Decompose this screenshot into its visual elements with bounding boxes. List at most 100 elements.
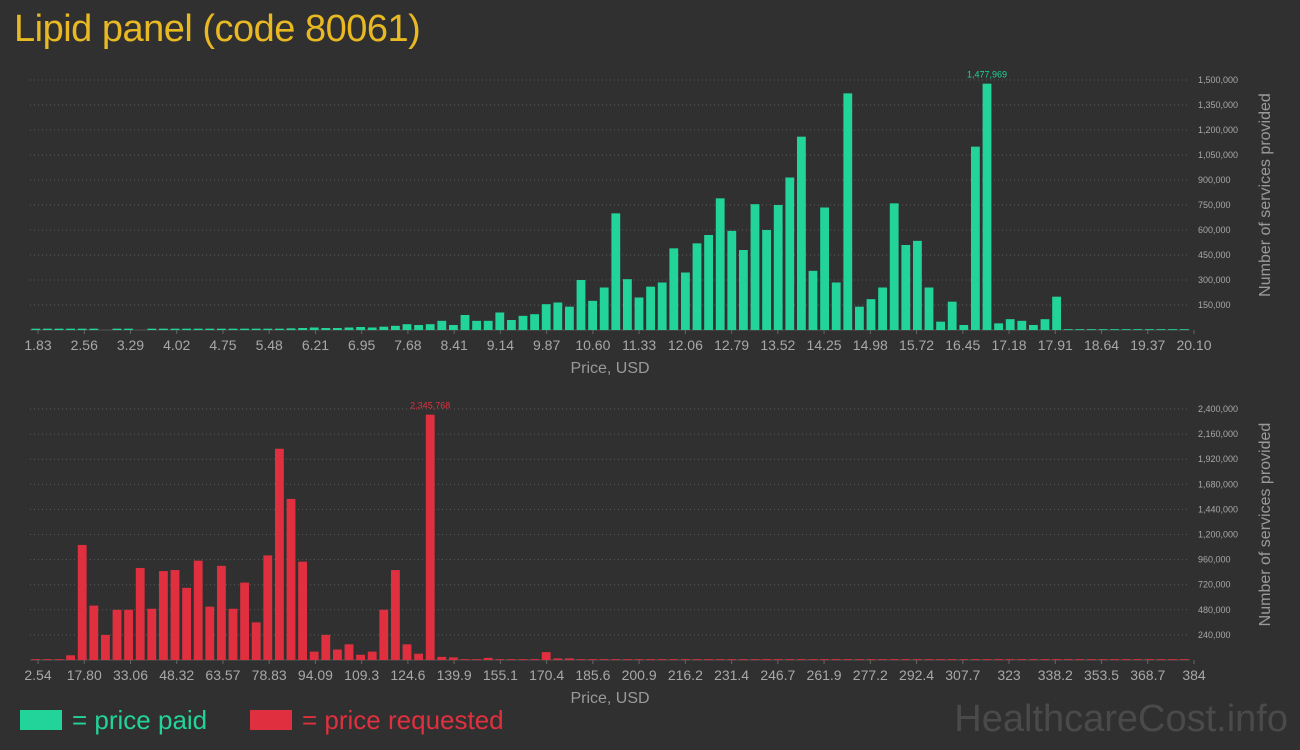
bar — [390, 325, 400, 330]
bar — [611, 659, 621, 660]
bar — [112, 328, 122, 330]
bar — [216, 328, 226, 330]
bar — [796, 659, 806, 660]
bar — [448, 325, 458, 330]
bar — [42, 659, 52, 660]
x-tick-label: 17.91 — [1038, 337, 1073, 353]
bar — [31, 328, 41, 330]
x-tick-label: 7.68 — [394, 337, 421, 353]
legend-label-price-requested: = price requested — [302, 704, 504, 735]
bar — [738, 250, 748, 330]
bar — [286, 328, 296, 330]
y-tick-label: 1,350,000 — [1198, 100, 1238, 110]
bar — [1110, 329, 1120, 330]
x-tick-label: 13.52 — [760, 337, 795, 353]
bar — [495, 659, 505, 660]
bar — [553, 302, 563, 330]
y-tick-label: 1,680,000 — [1198, 479, 1238, 489]
x-tick-label: 155.1 — [483, 667, 518, 683]
bar — [251, 622, 261, 660]
bar — [100, 634, 110, 660]
bar — [959, 325, 969, 330]
bar — [680, 272, 690, 330]
y-tick-label: 900,000 — [1198, 175, 1231, 185]
bar — [1144, 659, 1154, 660]
x-tick-label: 4.02 — [163, 337, 190, 353]
bar — [530, 659, 540, 660]
bar — [762, 659, 772, 660]
bar — [1052, 296, 1062, 330]
bar — [924, 659, 934, 660]
bar — [878, 287, 888, 330]
bar — [611, 213, 621, 330]
bar — [263, 555, 273, 660]
bar — [947, 301, 957, 330]
bar — [1179, 329, 1189, 330]
bar — [901, 245, 911, 330]
x-tick-label: 216.2 — [668, 667, 703, 683]
bar — [506, 659, 516, 660]
bar — [762, 230, 772, 330]
legend-label-price-paid: = price paid — [72, 704, 208, 735]
bar — [54, 659, 64, 660]
bar — [472, 659, 482, 660]
bar — [646, 659, 656, 660]
y-tick-label: 240,000 — [1198, 630, 1231, 640]
bar — [680, 659, 690, 660]
bar — [878, 659, 888, 660]
bar — [77, 544, 87, 660]
y-tick-label: 1,200,000 — [1198, 530, 1238, 540]
bar — [367, 327, 377, 330]
bar — [182, 328, 192, 330]
bar — [66, 655, 76, 660]
bar — [1121, 329, 1131, 330]
x-tick-label: 338.2 — [1038, 667, 1073, 683]
bar — [216, 565, 226, 660]
y-tick-label: 1,920,000 — [1198, 454, 1238, 464]
bar — [564, 658, 574, 660]
price-paid-chart: 150,000 300,000 450,000 600,000 750,000 900,0… — [24, 70, 1274, 377]
bar — [599, 287, 609, 330]
x-tick-label: 109.3 — [344, 667, 379, 683]
bar — [112, 609, 122, 660]
x-tick-label: 6.95 — [348, 337, 375, 353]
bar — [518, 659, 528, 660]
bar — [1063, 659, 1073, 660]
bar — [460, 659, 470, 660]
y-tick-label: 960,000 — [1198, 555, 1231, 565]
bar — [808, 659, 818, 660]
legend-swatch-price-requested — [250, 710, 292, 730]
bar — [541, 304, 551, 330]
bar — [1133, 659, 1143, 660]
bar — [1075, 329, 1085, 330]
bar — [356, 654, 366, 660]
bar — [912, 240, 922, 330]
bar — [344, 644, 354, 660]
bar — [228, 328, 238, 330]
x-tick-label: 63.57 — [205, 667, 240, 683]
page-title: Lipid panel (code 80061) — [14, 8, 421, 50]
bar — [425, 324, 435, 330]
x-tick-label: 353.5 — [1084, 667, 1119, 683]
x-tick-label: 14.98 — [853, 337, 888, 353]
bar — [1168, 659, 1178, 660]
bar — [356, 327, 366, 330]
x-tick-label: 384 — [1182, 667, 1206, 683]
bar — [738, 659, 748, 660]
bar — [1179, 659, 1189, 660]
bar — [936, 321, 946, 330]
bar — [657, 659, 667, 660]
bar — [727, 659, 737, 660]
x-tick-label: 16.45 — [945, 337, 980, 353]
bar — [773, 659, 783, 660]
bar — [785, 659, 795, 660]
x-tick-label: 8.41 — [441, 337, 468, 353]
x-tick-label: 9.87 — [533, 337, 560, 353]
bar — [414, 325, 424, 330]
bar — [321, 328, 331, 330]
x-tick-label: 323 — [997, 667, 1021, 683]
bar — [785, 177, 795, 330]
bar — [147, 328, 157, 330]
bar — [808, 270, 818, 330]
bar — [158, 328, 168, 330]
